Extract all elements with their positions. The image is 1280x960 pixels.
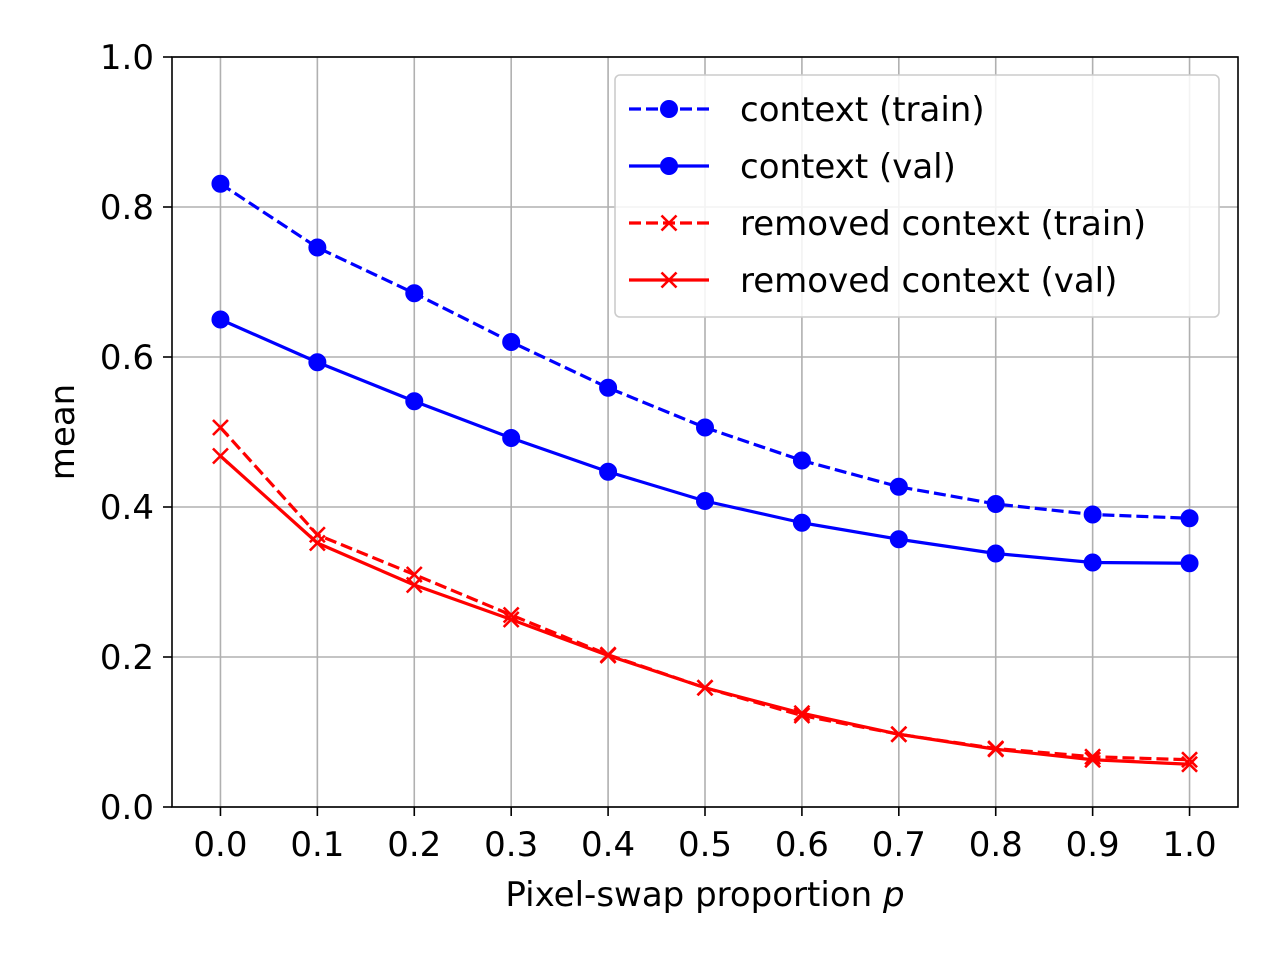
data-point bbox=[212, 447, 229, 465]
x-marker-stroke bbox=[660, 271, 678, 289]
legend-label: removed context (train) bbox=[740, 204, 1146, 244]
data-point bbox=[1180, 509, 1199, 528]
legend-swatch-marker bbox=[660, 100, 678, 118]
x-tick-label: 0.4 bbox=[581, 825, 635, 865]
x-tick-label: 0.6 bbox=[775, 825, 829, 865]
legend-label: context (val) bbox=[740, 147, 956, 187]
x-marker-stroke bbox=[212, 447, 229, 465]
y-tick-label: 0.4 bbox=[100, 488, 154, 528]
y-tick-label: 1.0 bbox=[100, 38, 154, 78]
x-axis-label-variable: p bbox=[882, 875, 905, 915]
x-tick-label: 0.0 bbox=[193, 825, 247, 865]
data-point bbox=[308, 238, 327, 257]
x-marker-stroke bbox=[890, 725, 908, 743]
data-point bbox=[889, 477, 908, 496]
series-removed-context-val bbox=[212, 447, 1198, 773]
legend-label: removed context (val) bbox=[740, 261, 1117, 301]
legend-item: context (train) bbox=[629, 90, 985, 130]
x-marker-stroke bbox=[502, 611, 520, 628]
y-tick-label: 0.2 bbox=[100, 638, 154, 678]
y-tick-label: 0.6 bbox=[100, 338, 154, 378]
data-point bbox=[889, 530, 908, 549]
x-marker-stroke bbox=[696, 679, 714, 697]
data-point bbox=[211, 174, 230, 193]
x-tick-label: 0.7 bbox=[872, 825, 926, 865]
legend-swatch-marker bbox=[660, 157, 678, 175]
x-marker-stroke bbox=[793, 707, 811, 724]
data-point bbox=[1083, 505, 1102, 524]
data-point bbox=[599, 647, 617, 664]
axis-ticks: 0.0 0.1 0.2 0.3 0.4 0.5 0.6 0.7 0.8 0.9 1.0 0.0 0.2 0… bbox=[100, 38, 1217, 865]
series-context-val bbox=[211, 310, 1199, 573]
data-point bbox=[599, 462, 618, 481]
x-tick-label: 0.1 bbox=[290, 825, 344, 865]
data-point bbox=[1084, 751, 1102, 769]
data-point bbox=[793, 704, 811, 722]
data-point bbox=[212, 419, 229, 436]
data-point bbox=[308, 353, 327, 372]
data-point bbox=[308, 534, 326, 552]
data-point bbox=[405, 392, 424, 411]
x-axis-label-text: Pixel-swap proportion bbox=[505, 875, 883, 915]
x-marker-stroke bbox=[1181, 755, 1198, 773]
x-marker-stroke bbox=[599, 647, 617, 664]
y-tick-label: 0.8 bbox=[100, 188, 154, 228]
series-context-train bbox=[211, 174, 1199, 528]
data-point bbox=[1180, 554, 1199, 573]
data-point bbox=[1084, 748, 1102, 766]
data-point bbox=[696, 679, 714, 697]
x-tick-label: 0.8 bbox=[969, 825, 1023, 865]
data-point bbox=[211, 310, 230, 329]
data-point bbox=[1181, 755, 1198, 773]
data-point bbox=[405, 576, 423, 594]
x-axis-label: Pixel-swap proportion p bbox=[505, 875, 904, 915]
y-tick-label: 0.0 bbox=[100, 788, 154, 828]
data-point bbox=[502, 611, 520, 628]
series-line bbox=[219, 182, 1190, 520]
legend-swatch-marker bbox=[660, 214, 678, 232]
data-point bbox=[502, 333, 521, 351]
x-tick-label: 0.2 bbox=[387, 825, 441, 865]
legend-label: context (train) bbox=[740, 90, 985, 130]
legend-swatch-marker bbox=[660, 271, 678, 289]
legend: context (train) context (val) removed cont… bbox=[614, 74, 1220, 318]
x-tick-label: 0.3 bbox=[484, 825, 538, 865]
data-point bbox=[502, 429, 521, 447]
x-marker-stroke bbox=[212, 419, 229, 436]
x-marker-stroke bbox=[660, 214, 678, 232]
data-point bbox=[696, 418, 714, 437]
data-point bbox=[405, 284, 424, 303]
x-marker-stroke bbox=[405, 576, 423, 594]
x-tick-label: 0.5 bbox=[678, 825, 732, 865]
data-point bbox=[987, 740, 1005, 758]
legend-item: removed context (val) bbox=[629, 261, 1117, 301]
legend-item: context (val) bbox=[629, 147, 956, 187]
x-marker-stroke bbox=[308, 534, 326, 552]
legend-frame bbox=[614, 74, 1220, 318]
x-marker-stroke bbox=[987, 740, 1005, 758]
data-point bbox=[986, 544, 1005, 563]
data-point bbox=[792, 451, 811, 470]
data-point bbox=[986, 495, 1005, 513]
data-point bbox=[792, 513, 811, 532]
series-layer bbox=[211, 174, 1199, 773]
data-point bbox=[696, 492, 714, 510]
x-marker-stroke bbox=[502, 606, 520, 624]
x-marker-stroke bbox=[793, 704, 811, 722]
data-point bbox=[1083, 553, 1102, 572]
data-point bbox=[599, 378, 618, 397]
x-marker-stroke bbox=[1084, 751, 1102, 769]
data-point bbox=[890, 725, 908, 743]
y-axis-label: mean bbox=[43, 384, 83, 480]
legend-item: removed context (train) bbox=[629, 204, 1146, 244]
x-marker-stroke bbox=[1084, 748, 1102, 766]
x-tick-label: 1.0 bbox=[1163, 825, 1217, 865]
x-tick-label: 0.9 bbox=[1066, 825, 1120, 865]
